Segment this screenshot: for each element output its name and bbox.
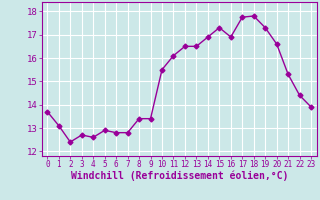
X-axis label: Windchill (Refroidissement éolien,°C): Windchill (Refroidissement éolien,°C) — [70, 171, 288, 181]
